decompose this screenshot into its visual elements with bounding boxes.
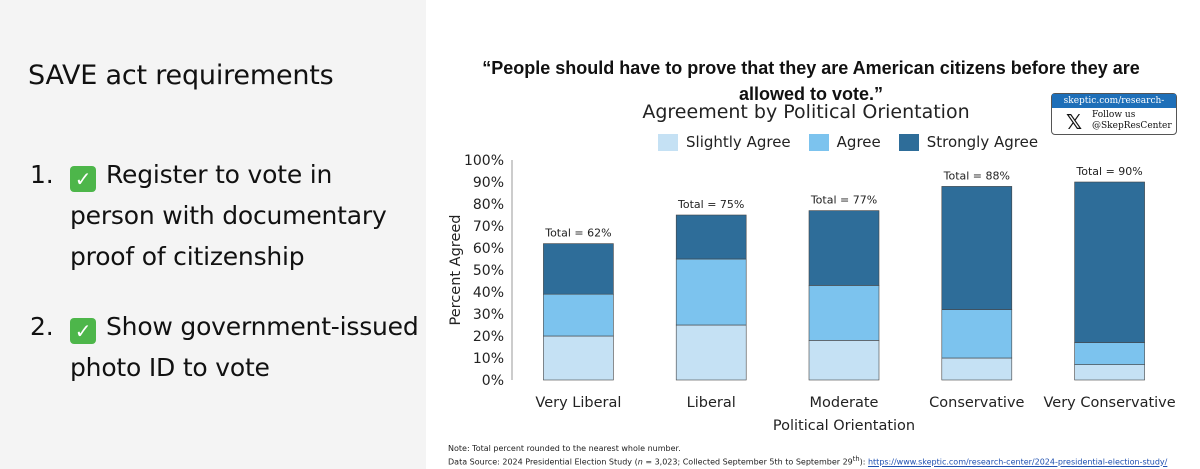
check-mark-icon: ✓ bbox=[70, 166, 96, 192]
list-text: ✓ Show government-issued photo ID to vote bbox=[70, 306, 420, 388]
y-tick-label: 70% bbox=[473, 219, 504, 235]
category-label: Very Liberal bbox=[535, 395, 621, 411]
source-link[interactable]: https://www.skeptic.com/research-center/… bbox=[867, 457, 1168, 467]
badge-follow-text: Follow us @SkepResCenter bbox=[1092, 110, 1172, 132]
chart-note: Note: Total percent rounded to the neare… bbox=[448, 444, 1167, 468]
category-label: Conservative bbox=[929, 395, 1024, 411]
legend-label: Strongly Agree bbox=[926, 133, 1039, 151]
legend-swatch bbox=[808, 133, 829, 151]
bar-segment bbox=[675, 324, 747, 381]
chart-title: “People should have to prove that they a… bbox=[482, 58, 1140, 104]
legend-swatch bbox=[658, 133, 678, 151]
bar-segment bbox=[543, 293, 614, 337]
bar-segment bbox=[808, 210, 880, 286]
handle-label: @SkepResCenter bbox=[1092, 121, 1172, 131]
source-after: ): bbox=[859, 457, 868, 467]
y-tick-label: 50% bbox=[473, 263, 504, 279]
total-label: Total = 75% bbox=[677, 198, 744, 211]
bar-segment bbox=[808, 340, 880, 381]
bar-segment bbox=[808, 285, 880, 341]
legend-label: Slightly Agree bbox=[686, 133, 791, 151]
y-tick-label: 100% bbox=[464, 153, 504, 169]
requirement-text: Register to vote in person with document… bbox=[70, 160, 387, 271]
y-tick-label: 20% bbox=[473, 329, 504, 345]
y-tick-label: 10% bbox=[473, 351, 504, 367]
bar-chart: 0% 10% 20% 30% 40% 50% 60% 70% 80% 90% 100% Percent… bbox=[448, 153, 1176, 434]
legend-item-slightly-agree: Slightly Agree bbox=[658, 133, 791, 151]
category-label: Very Conservative bbox=[1044, 395, 1176, 411]
follow-badge[interactable]: skeptic.com/research-center 𝕏 Follow us … bbox=[1051, 93, 1177, 135]
list-item: 1. ✓ Register to vote in person with docu… bbox=[30, 154, 420, 277]
chart-card: “People should have to prove that they a… bbox=[426, 0, 1200, 469]
category-label: Moderate bbox=[810, 395, 879, 411]
category-label: Liberal bbox=[687, 395, 736, 411]
legend-swatch bbox=[898, 133, 919, 151]
y-tick-label: 0% bbox=[482, 373, 504, 389]
legend-item-strongly-agree: Strongly Agree bbox=[898, 133, 1039, 151]
list-item: 2. ✓ Show government-issued photo ID to v… bbox=[30, 306, 420, 388]
check-mark-icon: ✓ bbox=[70, 318, 96, 344]
badge-site-url[interactable]: skeptic.com/research-center bbox=[1052, 94, 1176, 120]
y-tick-label: 80% bbox=[473, 197, 504, 213]
follow-label: Follow us bbox=[1092, 110, 1136, 120]
bar-segment bbox=[1074, 342, 1145, 365]
y-tick-label: 90% bbox=[473, 175, 504, 191]
total-label: Total = 90% bbox=[1075, 165, 1142, 178]
source-mid: = 3,023; Collected September 5th to Sept… bbox=[642, 457, 853, 467]
bar-segment bbox=[543, 335, 614, 381]
x-axis-title: Political Orientation bbox=[773, 418, 915, 434]
list-number: 2. bbox=[30, 312, 54, 341]
chart-subtitle: Agreement by Political Orientation bbox=[642, 101, 970, 123]
bar-segment bbox=[941, 357, 1013, 381]
total-label: Total = 88% bbox=[943, 169, 1010, 182]
bar-segment bbox=[1074, 364, 1145, 381]
list-number: 1. bbox=[30, 160, 54, 189]
bar-segment bbox=[675, 258, 747, 326]
bar-segment bbox=[1074, 181, 1145, 343]
bar-segment bbox=[941, 309, 1013, 359]
bar-segment bbox=[941, 186, 1013, 310]
legend-label: Agree bbox=[836, 133, 881, 151]
left-panel: SAVE act requirements 1. ✓ Register to vo… bbox=[0, 0, 426, 469]
note-line-2: Data Source: 2024 Presidential Election … bbox=[448, 454, 1167, 468]
total-label: Total = 62% bbox=[544, 227, 611, 240]
y-tick-label: 60% bbox=[473, 241, 504, 257]
chart-legend: Slightly Agree Agree Strongly Agree bbox=[658, 133, 1056, 151]
x-logo-icon: 𝕏 bbox=[1066, 110, 1083, 134]
bar-segment bbox=[675, 214, 747, 260]
requirement-text: Show government-issued photo ID to vote bbox=[70, 312, 419, 382]
legend-item-agree: Agree bbox=[808, 133, 881, 151]
n-symbol: n bbox=[637, 457, 643, 467]
total-label: Total = 77% bbox=[810, 194, 877, 207]
list-text: ✓ Register to vote in person with documen… bbox=[70, 154, 420, 277]
bar-segment bbox=[543, 243, 614, 295]
panel-title: SAVE act requirements bbox=[28, 60, 334, 91]
superscript: th bbox=[852, 455, 860, 463]
requirements-list: 1. ✓ Register to vote in person with docu… bbox=[30, 154, 420, 417]
y-axis-title: Percent Agreed bbox=[448, 215, 464, 326]
source-prefix: Data Source: 2024 Presidential Election … bbox=[448, 457, 638, 467]
note-line-1: Note: Total percent rounded to the neare… bbox=[448, 444, 681, 453]
y-tick-label: 30% bbox=[473, 307, 504, 323]
y-tick-label: 40% bbox=[473, 285, 504, 301]
